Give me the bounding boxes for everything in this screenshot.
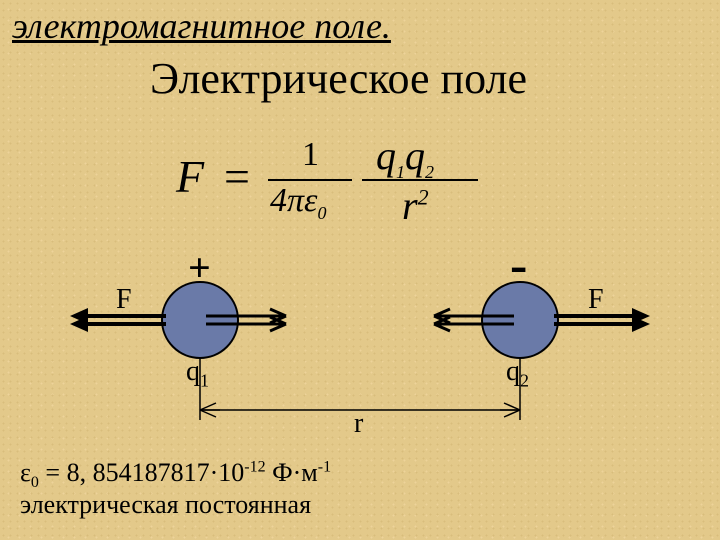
slide: электромагнитное поле. Электрическое поле… <box>0 0 720 540</box>
frac2-den: r2 <box>402 182 429 229</box>
q2-label: q2 <box>506 356 529 392</box>
dim-arrow-right-head2 <box>504 403 520 410</box>
q1-label: q1 <box>186 356 209 392</box>
epsilon-value: ε0 = 8, 854187817·10-12 Ф·м-1 <box>20 458 331 492</box>
formula-eq: = <box>224 150 250 203</box>
plus-sign: + <box>188 244 211 291</box>
F-right-label: F <box>588 284 604 316</box>
dim-arrow-right-head1 <box>504 410 520 417</box>
dim-arrow-left-head2 <box>200 410 216 417</box>
epsilon-label: электрическая постоянная <box>20 490 311 520</box>
subtitle: электромагнитное поле. <box>12 5 391 47</box>
F-left-label: F <box>116 284 132 316</box>
dim-arrow-left-head1 <box>200 403 216 410</box>
minus-sign: - <box>510 236 527 295</box>
formula-F: F <box>176 150 204 203</box>
charge-q1 <box>162 282 238 358</box>
title: Электрическое поле <box>150 53 527 104</box>
frac2-num: q1q2 <box>376 132 434 183</box>
r-label: r <box>354 408 363 440</box>
frac1-den: 4πε0 <box>270 182 326 224</box>
frac1-num: 1 <box>302 136 319 174</box>
